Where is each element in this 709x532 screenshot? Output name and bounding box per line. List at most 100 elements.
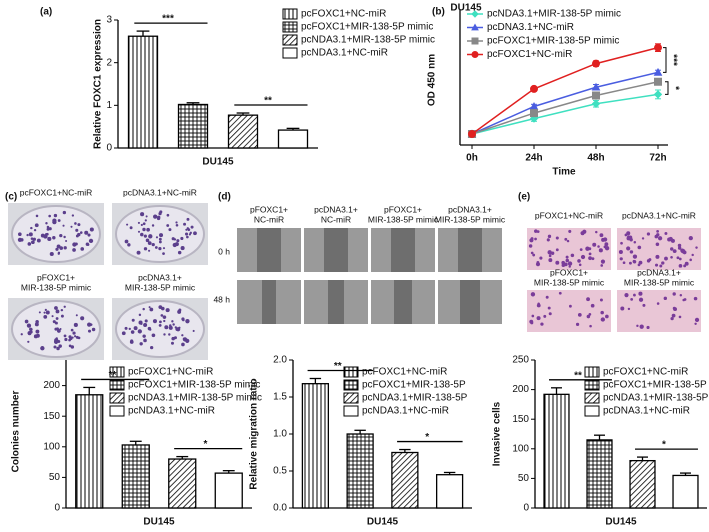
cell — [535, 262, 541, 267]
significance-bracket — [663, 47, 667, 73]
y-tick-label: 200 — [43, 380, 60, 391]
y-tick-label: 100 — [512, 443, 529, 454]
cell — [659, 264, 663, 268]
colony — [168, 228, 172, 232]
panel-label: (c) — [5, 192, 17, 203]
cell — [655, 242, 660, 247]
marker — [653, 67, 663, 76]
colony — [185, 319, 190, 324]
legend-swatch — [343, 366, 359, 378]
colony — [46, 227, 50, 231]
bar — [629, 459, 656, 509]
bar — [346, 433, 374, 509]
colony — [168, 325, 173, 330]
legend-swatch — [109, 366, 125, 378]
colony — [74, 222, 77, 225]
y-tick-label: 0.5 — [273, 466, 287, 477]
cell — [683, 298, 687, 301]
marker — [468, 130, 476, 138]
colony — [121, 331, 126, 336]
colony — [185, 228, 188, 231]
colony — [155, 236, 159, 239]
colony — [136, 250, 141, 255]
image-caption: MIR-138-5P mimic — [368, 214, 439, 224]
colony — [146, 227, 150, 232]
cell — [677, 243, 682, 248]
significance-label: * — [204, 439, 208, 450]
cell — [655, 254, 660, 259]
colony — [44, 233, 48, 236]
colony — [46, 225, 50, 229]
colony — [20, 333, 23, 336]
cell — [568, 265, 571, 268]
colony — [164, 325, 169, 330]
bar — [227, 114, 259, 149]
colony — [142, 307, 145, 311]
colony — [87, 233, 91, 237]
cell — [561, 260, 565, 265]
cell — [664, 256, 668, 261]
cell — [671, 313, 676, 318]
significance-label: ** — [334, 361, 342, 372]
colony — [185, 338, 190, 343]
cell — [598, 248, 603, 253]
cell — [547, 234, 552, 239]
colony — [77, 336, 80, 339]
cell — [588, 313, 592, 316]
colony — [128, 327, 131, 331]
cell — [657, 236, 663, 241]
colony — [45, 222, 48, 225]
legend-swatch — [282, 47, 298, 59]
colony — [24, 319, 29, 324]
colony — [159, 320, 162, 324]
colony — [170, 341, 174, 345]
colony — [38, 311, 41, 314]
y-tick-label: 1.5 — [273, 392, 287, 403]
legend-label: pcNDA3.1+NC-miR — [301, 48, 388, 59]
colony — [190, 225, 194, 229]
colony — [159, 240, 162, 244]
y-tick-label: 50 — [518, 473, 530, 484]
cell — [672, 306, 676, 310]
colony — [177, 250, 182, 255]
colony — [162, 252, 165, 256]
colony — [160, 306, 165, 311]
marker — [592, 59, 600, 68]
colony — [18, 232, 22, 237]
legend-swatch — [343, 405, 359, 417]
colony — [137, 230, 141, 233]
legend-label: pcNDA3.1+MIR-138-5P mimic — [128, 393, 262, 404]
colony — [88, 238, 94, 244]
cell — [600, 264, 604, 267]
colony — [163, 319, 166, 323]
colony — [80, 316, 85, 321]
colony — [140, 322, 143, 325]
y-tick-label: 100 — [43, 441, 60, 452]
cell — [677, 246, 682, 250]
y-tick-label: 2.0 — [273, 355, 287, 366]
colony — [158, 323, 162, 327]
legend-swatch — [584, 366, 600, 378]
x-tick-label: 24h — [525, 153, 542, 164]
cell — [530, 292, 536, 297]
y-axis-label: Colonies number — [11, 391, 22, 473]
colony — [149, 328, 152, 331]
colony — [63, 246, 67, 250]
y-axis-label: Relative FOXC1 expression — [93, 19, 104, 149]
cell — [586, 314, 591, 319]
colony — [56, 244, 61, 249]
legend-label: pcFOXC1+MIR-138-5P mimic — [301, 22, 433, 33]
colony — [151, 333, 156, 338]
colony — [75, 228, 79, 232]
y-axis-label: OD 450 nm — [427, 54, 438, 106]
cell — [530, 251, 534, 255]
cell — [582, 229, 587, 234]
cell — [547, 306, 551, 310]
colony — [44, 308, 47, 311]
cell — [577, 312, 582, 317]
legend-swatch — [584, 405, 600, 417]
cell — [639, 324, 644, 329]
panel-label: (e) — [518, 192, 530, 203]
cell — [601, 237, 606, 242]
legend-swatch — [343, 379, 359, 391]
